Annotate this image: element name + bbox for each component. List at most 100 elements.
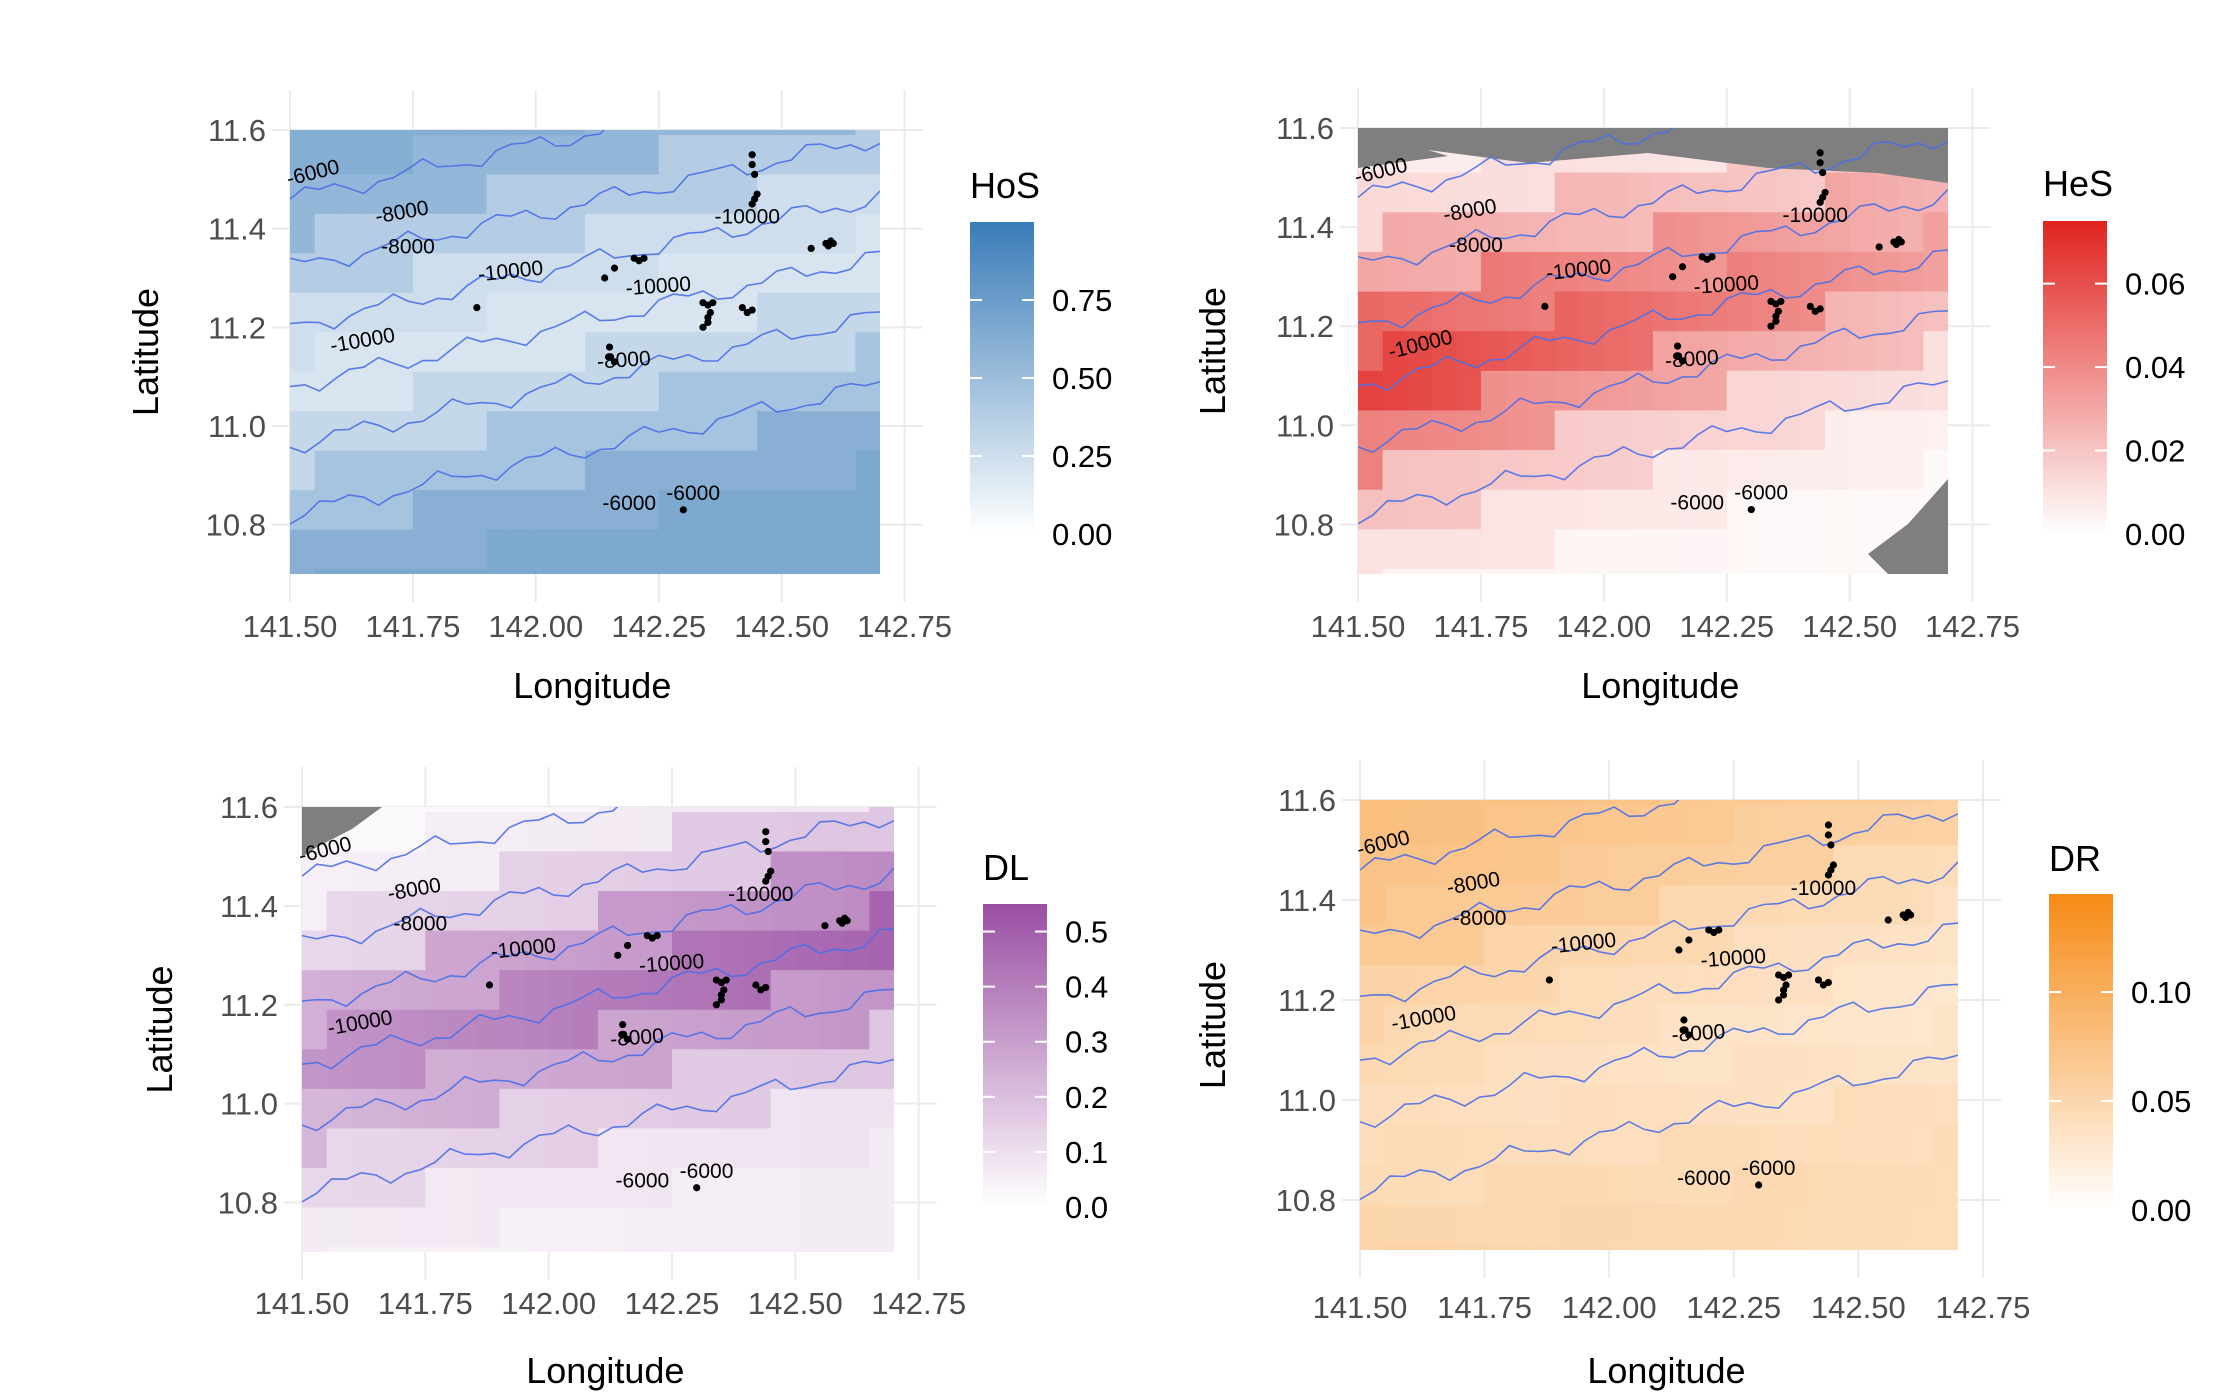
heatmap-cell — [475, 733, 501, 774]
heatmap-cell — [820, 930, 846, 972]
heatmap-cell — [1825, 370, 1851, 412]
heatmap-cell — [1933, 725, 1959, 766]
heatmap-cell — [388, 253, 414, 294]
heatmap-cell — [535, 130, 562, 136]
legend-colorbar: HoS 0.00 0.25 0.50 0.75 — [970, 165, 1112, 552]
heatmap-cell — [1776, 54, 1802, 95]
heatmap-cell — [1653, 529, 1679, 571]
heatmap-cell — [806, 332, 832, 373]
heatmap-cell — [795, 807, 821, 813]
heatmap-cell — [290, 450, 316, 492]
heatmap-cell — [351, 693, 377, 734]
heatmap-cell — [746, 733, 772, 774]
heatmap-cell — [855, 411, 880, 452]
heatmap-cell — [1603, 172, 1630, 214]
heatmap-cell — [339, 130, 365, 136]
heatmap-cell — [326, 1207, 353, 1249]
heatmap-cell — [376, 1088, 402, 1130]
heatmap-cell — [376, 811, 402, 853]
heatmap-cell — [1609, 1125, 1636, 1166]
heatmap-cell — [548, 930, 575, 972]
heatmap-cell — [425, 930, 451, 972]
sample-point — [704, 318, 712, 326]
sample-point — [1678, 357, 1687, 365]
heatmap-cell — [721, 1009, 747, 1051]
heatmap-cell — [622, 891, 649, 932]
heatmap-cell — [1628, 529, 1654, 571]
heatmap-cell — [658, 292, 685, 334]
heatmap-cell — [1407, 450, 1433, 491]
sample-point — [1824, 871, 1833, 879]
heatmap-cell — [1434, 1005, 1461, 1046]
heatmap-cell — [462, 17, 488, 57]
heatmap-cell — [1825, 331, 1851, 372]
sample-point — [762, 877, 770, 885]
contour-label: -10000 — [715, 206, 780, 229]
heatmap-cell — [499, 970, 525, 1011]
heatmap-cell — [1726, 569, 1753, 574]
heatmap-cell — [1825, 291, 1851, 333]
heatmap-cell — [400, 970, 427, 1011]
heatmap-cell — [1579, 251, 1605, 293]
heatmap-cell — [1434, 1205, 1461, 1246]
heatmap-cell — [746, 1009, 772, 1051]
heatmap-cell — [1609, 800, 1636, 806]
heatmap-cell — [1579, 569, 1605, 574]
heatmap-cell — [326, 1128, 353, 1169]
heatmap-cell — [290, 371, 316, 413]
bathymetry-contours — [302, 807, 894, 1203]
heatmap-cell — [707, 134, 734, 176]
heatmap-cell — [499, 807, 525, 813]
heatmap-cell — [1584, 845, 1611, 886]
heatmap-cell — [658, 253, 685, 294]
heatmap-cell — [610, 56, 636, 96]
contour-label: -8000 — [596, 347, 651, 374]
heatmap-cell — [548, 1049, 575, 1090]
heatmap-cell — [535, 174, 562, 215]
heatmap-cell — [1559, 925, 1586, 966]
y-axis-title: Latitude — [125, 288, 166, 416]
heatmap-cell — [524, 930, 550, 972]
heatmap-cell — [1407, 291, 1433, 333]
heatmap-cell — [1584, 800, 1611, 806]
heatmap-cell — [1800, 529, 1827, 571]
heatmap-cell — [1530, 212, 1556, 253]
heatmap-cell — [412, 371, 439, 413]
heatmap-cell — [363, 174, 390, 215]
heatmap-cell — [1384, 800, 1411, 806]
heatmap-cell — [1683, 1165, 1710, 1206]
contour-line — [290, 250, 880, 392]
sample-point — [1875, 243, 1883, 251]
heatmap-cell — [1634, 1165, 1660, 1206]
heatmap-cell — [697, 733, 723, 774]
legend-tick-label: 0.50 — [1052, 361, 1112, 396]
heatmap-cell — [1653, 569, 1679, 574]
heatmap-cell — [781, 411, 808, 452]
heatmap-cell — [1783, 805, 1810, 846]
heatmap-cell — [339, 411, 365, 452]
heatmap-cell — [1733, 1125, 1760, 1166]
heatmap-cell — [1534, 845, 1561, 886]
heatmap-cell — [1409, 885, 1436, 926]
heatmap-cell — [1384, 805, 1411, 846]
heatmap-cell — [1407, 370, 1433, 412]
heatmap-cell — [831, 56, 857, 96]
sample-point — [717, 996, 725, 1004]
heatmap-cell — [1874, 291, 1900, 333]
panel-hos: -6000-8000-8000-10000-10000-10000-10000-… — [125, 17, 1112, 706]
heatmap-cell — [376, 807, 402, 813]
land-mask — [1868, 479, 1948, 574]
heatmap-cell — [1555, 14, 1581, 55]
sample-point — [653, 931, 661, 940]
heatmap-cell — [450, 1088, 476, 1130]
heatmap-cell — [573, 1207, 599, 1249]
heatmap-cell — [598, 1088, 624, 1130]
heatmap-cell — [326, 891, 353, 932]
heatmap-cell — [438, 56, 464, 96]
heatmap-cell — [535, 450, 562, 492]
heatmap-cell — [622, 1009, 649, 1051]
heatmap-cell — [1850, 54, 1876, 95]
heatmap-cell — [1584, 805, 1611, 846]
heatmap-cell — [806, 490, 832, 531]
heatmap-cell — [1384, 1205, 1411, 1246]
